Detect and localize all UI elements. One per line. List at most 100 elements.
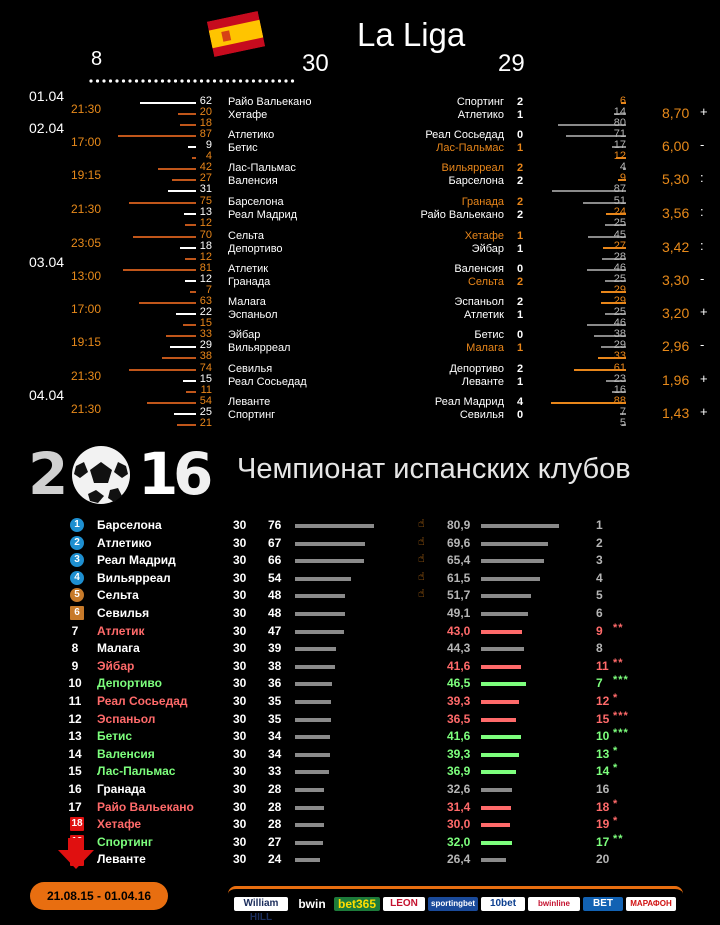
result-bar	[614, 113, 626, 115]
date-label: 02.04	[29, 120, 65, 136]
prediction-bar	[184, 213, 196, 215]
points: 76	[268, 518, 282, 532]
result-bar	[582, 202, 626, 204]
rating-bar	[481, 840, 512, 845]
sponsor-logo: sportingbet	[428, 897, 478, 911]
odds-value: 3,42	[662, 239, 690, 255]
prediction-percent: 11	[200, 384, 212, 396]
away-team: Гранада	[228, 276, 271, 288]
progress-dot	[258, 79, 262, 83]
footer: 21.08.15 - 01.04.16 William HILL bwin be…	[0, 876, 720, 923]
away-team: Хетафе	[228, 109, 268, 121]
match-time: 17:00	[71, 135, 102, 149]
result-away-team: Атлетик	[463, 309, 504, 321]
rating: 32,6	[447, 782, 471, 796]
result-away-team: Севилья	[459, 409, 504, 421]
rating: 49,1	[447, 606, 471, 620]
result-bar	[601, 291, 626, 293]
progress-dot	[284, 79, 288, 83]
result-percent: 12	[613, 150, 626, 162]
result-bar	[618, 179, 626, 181]
games-played: 30	[233, 834, 247, 849]
result-home-team: Хетафе	[464, 230, 504, 242]
home-score: 2	[517, 196, 524, 208]
rating-stars: **	[613, 621, 624, 634]
prediction-percent: 18	[199, 117, 212, 129]
rating-bar	[481, 612, 529, 616]
rating-bar	[481, 805, 512, 810]
result-bar	[604, 224, 626, 226]
date-label: 01.04	[29, 88, 65, 104]
rating-stars: ***	[613, 727, 629, 740]
table-row: 12 Эспаньол 30 35 36,5 15 ***	[0, 710, 720, 728]
odds-value: 3,20	[662, 305, 690, 321]
games-played: 30	[233, 658, 247, 673]
prediction-bar	[168, 190, 196, 192]
result-percent: 61	[613, 362, 626, 374]
games-played: 30	[233, 817, 247, 832]
rating-bar	[481, 664, 521, 669]
progress-dot	[89, 79, 93, 83]
result-bar	[601, 346, 626, 348]
result-indicator: +	[700, 404, 708, 419]
points-bar	[295, 752, 331, 757]
prediction-percent: 12	[199, 217, 212, 229]
prediction-percent: 15	[199, 373, 212, 385]
position: 17	[68, 799, 82, 814]
away-score: 2	[517, 175, 524, 187]
points: 33	[268, 764, 282, 779]
match-row: 17:00 87 9 4 Атлетико Бетис Реал Сосьедад Лас-П…	[0, 127, 720, 162]
match-row: 21:30 74 15 11 Севилья Реал Сосьедад Депортиво…	[0, 361, 720, 396]
result-percent: 46	[613, 317, 626, 329]
match-time: 13:00	[71, 269, 102, 283]
result-percent: 5	[619, 417, 626, 429]
sponsor-logo: bwin	[292, 897, 332, 911]
result-home-team: Спортинг	[456, 96, 504, 108]
odds-value: 6,00	[662, 138, 690, 154]
spain-flag-icon	[206, 10, 266, 58]
football-icon	[70, 444, 132, 511]
match-row: 21:30 75 13 12 Барселона Реал Мадрид Гранада Ра…	[0, 194, 720, 229]
rating-rank: 18	[596, 799, 610, 814]
games-played: 30	[233, 553, 247, 568]
games-played: 30	[233, 535, 247, 550]
position: 11	[68, 694, 82, 708]
rating: 36,5	[447, 711, 471, 726]
result-indicator: :	[700, 238, 704, 253]
rating-rank: 8	[596, 641, 603, 656]
prediction-bar	[133, 236, 196, 238]
thumbs-up-icon: ☝	[418, 588, 425, 601]
points-bar	[295, 541, 365, 546]
progress-dot	[160, 79, 165, 83]
match-row: 19:15 42 27 31 Лас-Пальмас Валенсия Вильярреал…	[0, 160, 720, 195]
position: 16	[68, 782, 82, 796]
rating-bar	[481, 735, 521, 740]
away-team: Реал Сосьедад	[228, 376, 307, 388]
table-row: 5 Сельта 30 48 ☝ 51,7 5	[0, 587, 720, 604]
rating-bar	[481, 858, 507, 863]
match-time: 21:30	[71, 102, 102, 116]
points: 47	[268, 623, 282, 638]
result-home-team: Валенсия	[454, 263, 504, 275]
home-team: Райо Вальекано	[228, 96, 312, 108]
table-row: 20Леванте302426,420	[0, 851, 720, 868]
rating-bar	[481, 524, 559, 528]
table-row: 11 Реал Сосьедад 30 35 39,3 12 *	[0, 692, 720, 710]
rating: 39,3	[447, 746, 471, 761]
table-row: 15 Лас-Пальмас 30 33 36,9 14 *	[0, 762, 720, 780]
result-percent: 33	[613, 350, 626, 362]
rating-stars: *	[613, 797, 619, 810]
prediction-bar	[128, 202, 196, 204]
result-bar	[586, 269, 626, 271]
points: 36	[268, 676, 282, 691]
match-time: 19:15	[71, 335, 102, 349]
team-name: Вильярреал	[97, 570, 171, 585]
rating-bar	[481, 594, 531, 599]
rating: 32,0	[447, 834, 471, 849]
result-away-team: Райо Вальекано	[420, 209, 505, 221]
rating-stars: *	[613, 692, 619, 704]
away-score: 1	[517, 109, 524, 121]
prediction-percent: 75	[199, 195, 212, 207]
result-home-team: Гранада	[461, 196, 504, 208]
result-bar	[612, 391, 626, 393]
